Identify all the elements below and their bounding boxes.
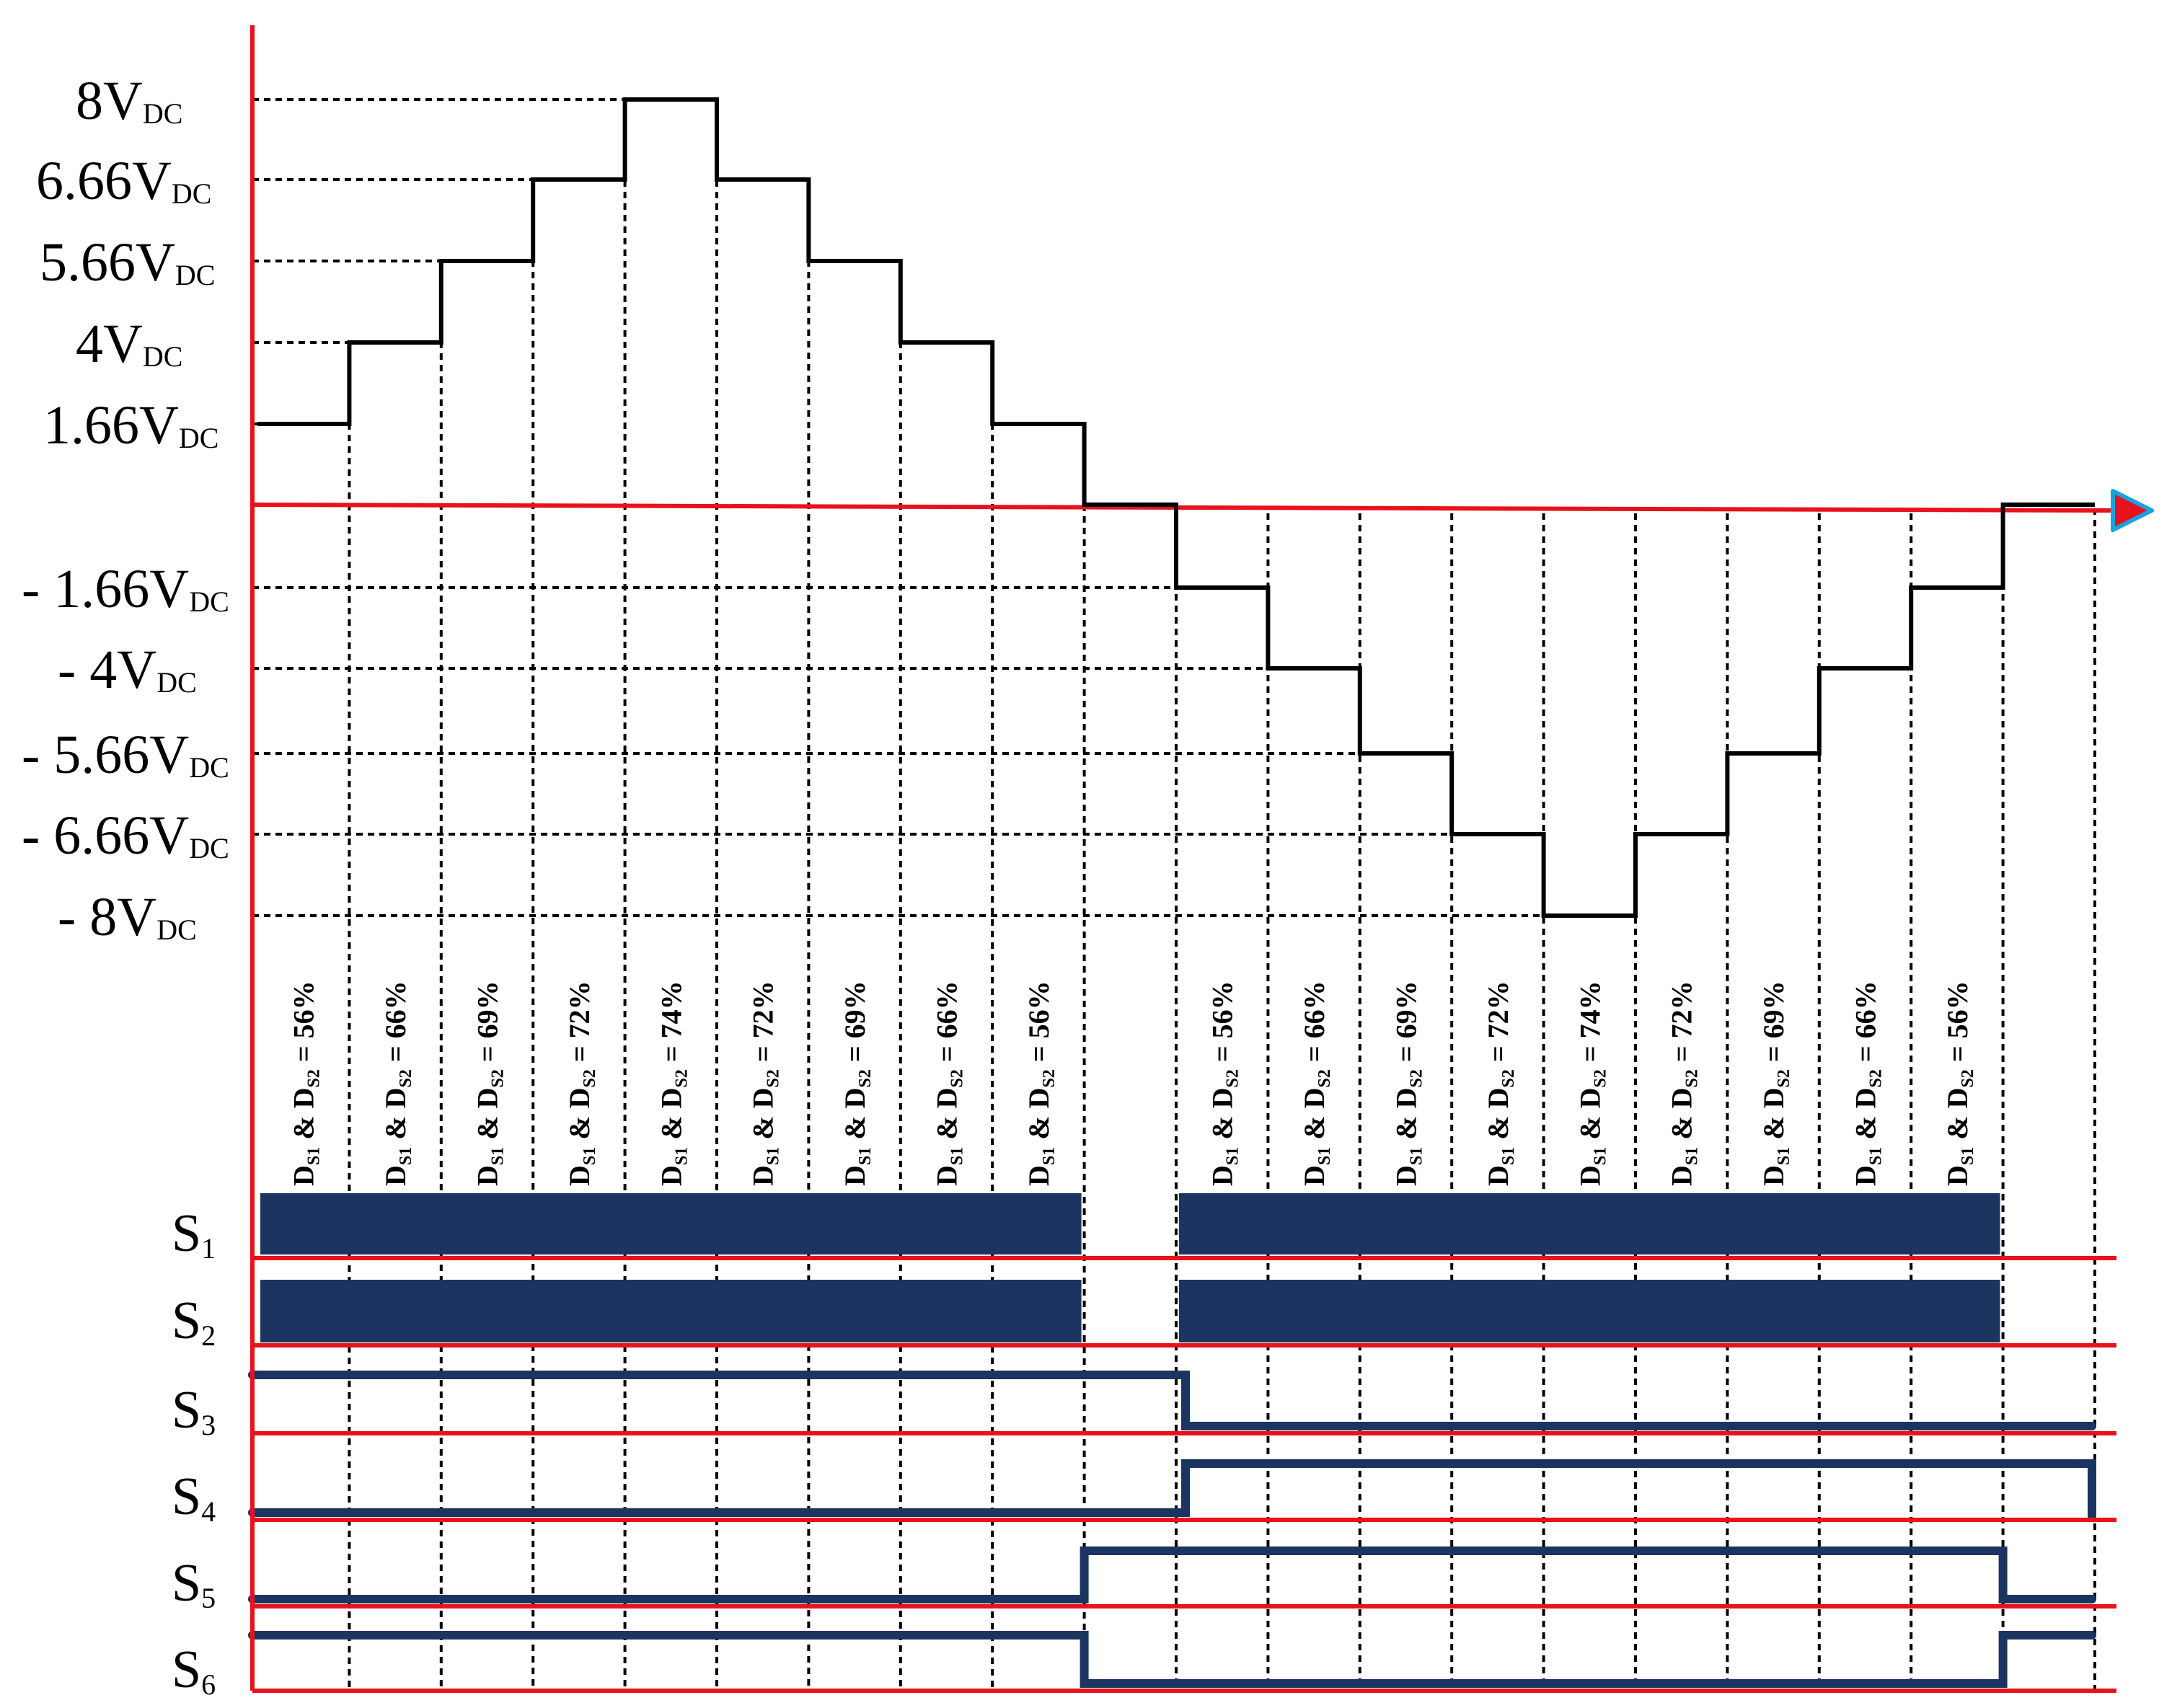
duty-cycle-label: DS1 & DS2 = 74% [1573, 981, 1610, 1186]
svg-text:DS1 & DS2 = 66%: DS1 & DS2 = 66% [379, 981, 415, 1186]
svg-text:DS1 & DS2 = 69%: DS1 & DS2 = 69% [839, 981, 875, 1186]
pwm-band [1179, 1193, 2000, 1255]
voltage-label: - 8VDC [58, 887, 197, 947]
svg-text:DS1 & DS2 = 66%: DS1 & DS2 = 66% [1850, 981, 1886, 1186]
voltage-level-labels: 8VDC 6.66VDC 5.66VDC 4VDC 1.66VDC - 1.66VDC - … [22, 71, 229, 947]
svg-text:DS1 & DS2 = 69%: DS1 & DS2 = 69% [1390, 981, 1426, 1186]
svg-text:DS1 & DS2 = 56%: DS1 & DS2 = 56% [1206, 981, 1242, 1186]
svg-text:DS1 & DS2 = 74%: DS1 & DS2 = 74% [1573, 981, 1610, 1186]
output-voltage-waveform [257, 97, 2095, 918]
switch-signal-trace [248, 1547, 2096, 1603]
voltage-label: 1.66VDC [43, 395, 218, 456]
voltage-label: - 1.66VDC [22, 559, 229, 619]
svg-text:DS1 & DS2 = 56%: DS1 & DS2 = 56% [1023, 981, 1059, 1186]
svg-text:DS1 & DS2 = 56%: DS1 & DS2 = 56% [1941, 981, 1977, 1186]
duty-cycle-label: DS1 & DS2 = 56% [1941, 981, 1977, 1186]
axes [250, 25, 2154, 1693]
switch-label: S3 [172, 1381, 216, 1441]
svg-text:DS1 & DS2 = 69%: DS1 & DS2 = 69% [1757, 981, 1793, 1186]
dashed-grid [252, 98, 2096, 1691]
duty-cycle-label: DS1 & DS2 = 66% [379, 981, 415, 1186]
switch-signal-trace [248, 1459, 2096, 1521]
voltage-label: 8VDC [76, 71, 182, 131]
pwm-band [260, 1193, 1082, 1255]
svg-text:DS1 & DS2 = 66%: DS1 & DS2 = 66% [1298, 981, 1334, 1186]
switch-label: S2 [172, 1291, 216, 1352]
svg-text:DS1 & DS2 = 72%: DS1 & DS2 = 72% [1482, 981, 1518, 1186]
svg-text:DS1 & DS2 = 74%: DS1 & DS2 = 74% [655, 981, 691, 1186]
duty-cycle-label: DS1 & DS2 = 56% [288, 981, 324, 1186]
duty-cycle-label: DS1 & DS2 = 72% [1666, 981, 1702, 1186]
duty-cycle-label: DS1 & DS2 = 56% [1206, 981, 1242, 1186]
switch-signal-trace [248, 1371, 2096, 1430]
switch-label: S4 [172, 1467, 216, 1528]
duty-cycle-label: DS1 & DS2 = 72% [1482, 981, 1518, 1186]
voltage-label: - 5.66VDC [22, 725, 229, 785]
switching-signals [248, 1193, 2096, 1688]
duty-cycle-label: DS1 & DS2 = 69% [839, 981, 875, 1186]
duty-cycle-label: DS1 & DS2 = 72% [747, 981, 783, 1186]
x-axis [252, 503, 2117, 513]
switch-labels: S1 S2 S3 S4 S5 S6 [172, 1204, 216, 1701]
duty-cycle-label: DS1 & DS2 = 66% [1850, 981, 1886, 1186]
switch-label: S1 [172, 1204, 216, 1265]
duty-cycle-label: DS1 & DS2 = 69% [1757, 981, 1793, 1186]
duty-cycle-labels: DS1 & DS2 = 56% DS1 & DS2 = 66% DS1 & DS2 … [288, 981, 1977, 1186]
voltage-label: 6.66VDC [36, 151, 211, 211]
voltage-label: - 6.66VDC [22, 805, 229, 866]
switch-label: S5 [172, 1554, 216, 1614]
svg-text:DS1 & DS2 = 72%: DS1 & DS2 = 72% [1666, 981, 1702, 1186]
svg-text:DS1 & DS2 = 66%: DS1 & DS2 = 66% [931, 981, 967, 1186]
duty-cycle-label: DS1 & DS2 = 56% [1023, 981, 1059, 1186]
duty-cycle-label: DS1 & DS2 = 72% [563, 981, 599, 1186]
duty-cycle-label: DS1 & DS2 = 69% [1390, 981, 1426, 1186]
duty-cycle-label: DS1 & DS2 = 74% [655, 981, 691, 1186]
voltage-label: 5.66VDC [40, 232, 215, 293]
switch-signal-trace [248, 1631, 2096, 1688]
pwm-band [1179, 1280, 2000, 1342]
duty-cycle-label: DS1 & DS2 = 66% [931, 981, 967, 1186]
pwm-band [260, 1280, 1082, 1342]
svg-text:DS1 & DS2 = 72%: DS1 & DS2 = 72% [563, 981, 599, 1186]
x-axis-arrow-icon [2111, 489, 2154, 532]
staircase-waveform [257, 97, 2095, 918]
voltage-label: - 4VDC [58, 640, 197, 700]
svg-text:DS1 & DS2 = 56%: DS1 & DS2 = 56% [288, 981, 324, 1186]
voltage-label: 4VDC [76, 314, 182, 374]
switch-label: S6 [172, 1640, 216, 1701]
svg-text:DS1 & DS2 = 69%: DS1 & DS2 = 69% [472, 981, 508, 1186]
duty-cycle-label: DS1 & DS2 = 69% [472, 981, 508, 1186]
svg-text:DS1 & DS2 = 72%: DS1 & DS2 = 72% [747, 981, 783, 1186]
duty-cycle-label: DS1 & DS2 = 66% [1298, 981, 1334, 1186]
